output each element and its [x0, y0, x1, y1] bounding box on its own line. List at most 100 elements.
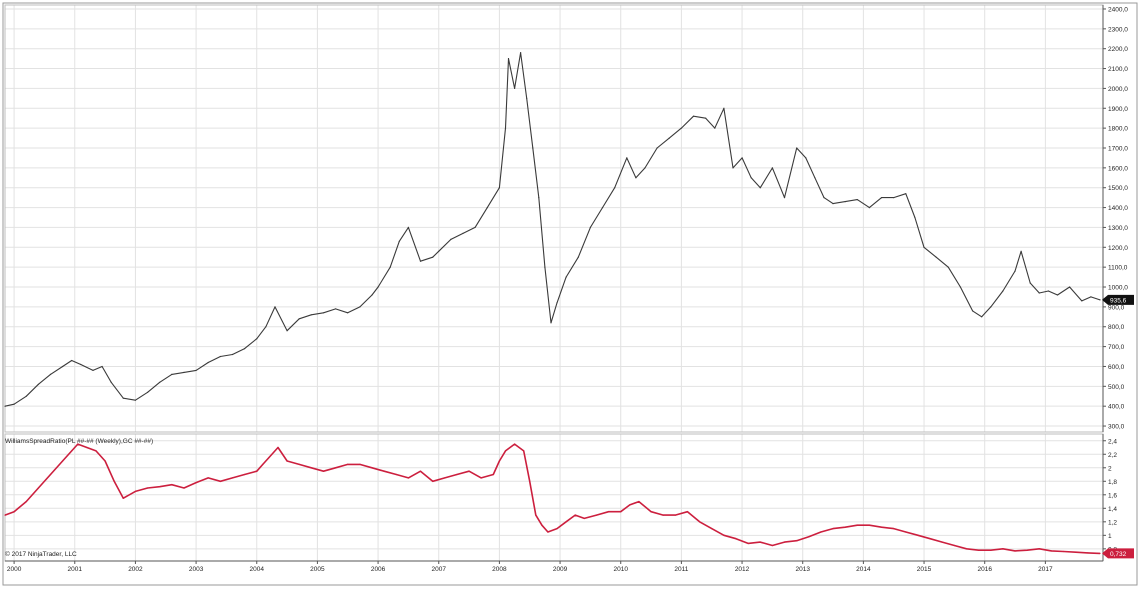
- y-tick-label: 1600,0: [1108, 165, 1128, 172]
- ratio-data-point: [893, 528, 895, 530]
- price-data-point: [244, 348, 246, 350]
- price-data-point: [322, 312, 325, 314]
- ratio-data-point: [171, 484, 173, 486]
- ratio-data-point: [523, 450, 525, 452]
- price-data-point: [1090, 296, 1092, 298]
- price-data-point: [171, 373, 173, 375]
- price-data-point: [134, 399, 136, 401]
- ratio-data-point: [723, 534, 725, 536]
- price-data-point: [71, 359, 73, 362]
- price-data-point: [959, 286, 962, 288]
- y-tick-label: 1100,0: [1108, 265, 1128, 272]
- price-data-point: [644, 167, 646, 169]
- price-data-point: [914, 216, 916, 219]
- ratio-series-line: [4, 443, 1101, 555]
- price-data-point: [881, 197, 883, 199]
- price-data-point: [614, 187, 616, 189]
- price-data-point: [550, 322, 552, 324]
- ratio-last-value-label: 0,732: [1110, 551, 1127, 558]
- ratio-data-point: [395, 473, 397, 476]
- price-data-point: [692, 115, 695, 117]
- x-tick-label: 2013: [795, 566, 810, 573]
- price-data-point: [732, 167, 734, 169]
- price-data-point: [398, 240, 400, 242]
- price-data-point: [668, 137, 670, 139]
- price-data-point: [796, 147, 798, 149]
- price-data-point: [868, 207, 871, 209]
- price-data-point: [265, 326, 267, 328]
- ratio-data-point: [71, 450, 73, 452]
- ratio-data-point: [583, 517, 585, 520]
- ratio-data-point: [13, 511, 15, 513]
- price-data-point: [504, 127, 507, 129]
- ratio-data-point: [62, 460, 64, 462]
- ratio-data-point: [347, 463, 349, 465]
- y-tick-label: 600,0: [1108, 364, 1125, 371]
- ratio-data-point: [783, 541, 786, 543]
- ratio-data-point: [219, 480, 221, 482]
- price-data-point: [498, 187, 500, 189]
- price-data-point: [1020, 250, 1022, 252]
- ratio-data-point: [856, 524, 858, 526]
- ratio-data-point: [4, 514, 6, 516]
- ratio-data-point: [905, 531, 907, 533]
- price-data-point: [49, 373, 52, 375]
- price-data-point: [1069, 286, 1071, 288]
- price-data-point: [805, 157, 807, 159]
- ratio-data-point: [335, 467, 337, 469]
- ratio-data-point: [456, 473, 458, 476]
- ratio-data-point: [820, 531, 822, 533]
- ratio-data-point: [629, 504, 631, 506]
- price-data-point: [474, 226, 476, 228]
- price-data-point: [714, 127, 716, 129]
- indicator-label: WilliamsSpreadRatio(PL ##-## (Weekly),GC…: [5, 438, 153, 445]
- y-tick-label: 1,8: [1108, 479, 1117, 486]
- ratio-data-point: [662, 514, 664, 516]
- y-tick-label: 1700,0: [1108, 145, 1128, 152]
- price-data-point: [856, 199, 858, 201]
- price-data-point: [601, 207, 604, 209]
- price-series-line: [4, 52, 1101, 407]
- price-data-point: [92, 369, 94, 371]
- price-data-point: [544, 266, 546, 268]
- price-data-point: [80, 363, 82, 366]
- price-data-point: [110, 381, 112, 383]
- price-data-point: [274, 306, 276, 308]
- copyright: © 2017 NinjaTrader, LLC: [5, 550, 77, 558]
- price-data-point: [1047, 290, 1049, 292]
- price-data-point: [626, 157, 628, 159]
- price-data-point: [419, 260, 422, 262]
- ratio-data-point: [256, 470, 258, 472]
- y-tick-label: 900,0: [1108, 304, 1125, 311]
- ratio-data-point: [747, 542, 749, 545]
- ratio-data-point: [49, 473, 52, 476]
- price-data-point: [310, 314, 312, 316]
- price-data-point: [462, 232, 464, 234]
- ratio-data-point: [444, 477, 446, 479]
- ratio-data-point: [359, 463, 361, 465]
- ratio-data-point: [529, 480, 531, 482]
- ratio-data-point: [468, 470, 470, 472]
- price-data-point: [335, 308, 337, 310]
- price-data-point: [62, 365, 64, 368]
- ratio-data-point: [844, 526, 846, 528]
- ratio-data-point: [286, 460, 288, 462]
- x-tick-label: 2001: [68, 566, 83, 573]
- y-tick-label: 1300,0: [1108, 225, 1128, 232]
- price-data-point: [532, 147, 534, 149]
- price-data-point: [723, 107, 725, 109]
- ratio-data-point: [868, 524, 871, 526]
- x-tick-label: 2006: [371, 566, 386, 573]
- ratio-data-point: [547, 531, 549, 533]
- price-data-point: [377, 286, 379, 288]
- ratio-data-point: [262, 463, 264, 465]
- x-tick-label: 2010: [613, 566, 628, 573]
- ratio-data-point: [881, 526, 883, 528]
- ratio-data-point: [953, 544, 956, 547]
- ratio-data-point: [535, 514, 537, 516]
- ratio-data-point: [480, 477, 482, 479]
- price-data-point: [823, 197, 825, 199]
- price-data-point: [923, 246, 925, 248]
